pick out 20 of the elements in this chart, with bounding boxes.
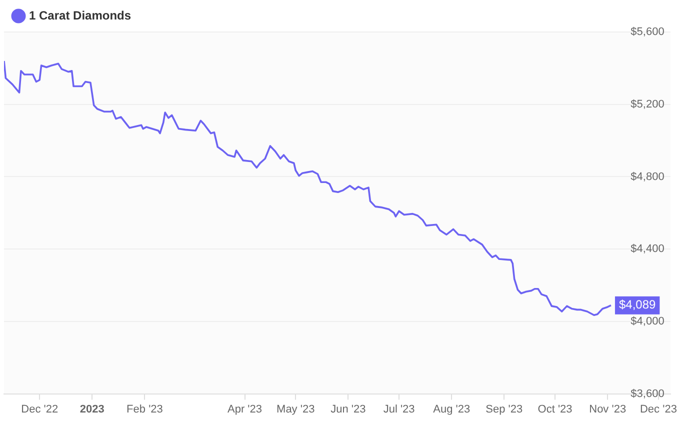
x-tick-label: Feb '23 [126,403,163,416]
y-tick-label: $4,800 [630,170,664,183]
x-tick-label: 2023 [80,403,104,416]
x-tick-label: Apr '23 [228,403,262,416]
y-tick-label: $5,200 [630,98,664,110]
y-tick-label: $4,400 [630,243,664,256]
y-tick-label: $3,600 [630,388,664,400]
x-tick-label: Dec '23 [640,403,677,416]
x-tick-label: Dec '22 [21,403,58,416]
y-tick-label: $4,000 [630,315,664,328]
data-label: $4,089 [618,298,656,312]
x-tick-label: Oct '23 [538,403,572,416]
y-tick-label: $5,600 [630,26,664,38]
x-tick-label: May '23 [276,403,315,416]
x-tick-label: Jul '23 [383,403,415,416]
legend-label: 1 Carat Diamonds [29,8,132,22]
x-tick-label: Jun '23 [330,403,366,416]
x-tick-label: Aug '23 [433,403,470,416]
x-tick-label: Nov '23 [589,403,626,416]
x-tick-label: Sep '23 [486,403,523,416]
